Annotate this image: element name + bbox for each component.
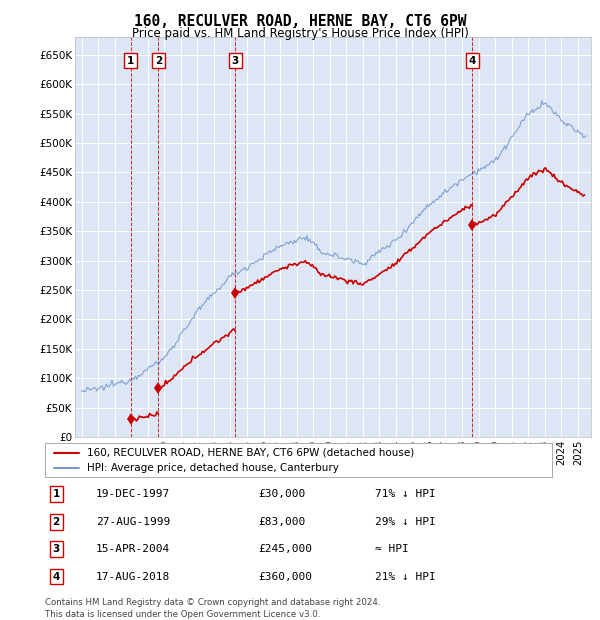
- Text: 71% ↓ HPI: 71% ↓ HPI: [374, 489, 436, 499]
- Text: £360,000: £360,000: [258, 572, 312, 582]
- Text: HPI: Average price, detached house, Canterbury: HPI: Average price, detached house, Cant…: [86, 463, 338, 473]
- Text: £30,000: £30,000: [258, 489, 305, 499]
- Text: 2: 2: [155, 56, 162, 66]
- Text: 160, RECULVER ROAD, HERNE BAY, CT6 6PW: 160, RECULVER ROAD, HERNE BAY, CT6 6PW: [134, 14, 466, 29]
- Text: Price paid vs. HM Land Registry's House Price Index (HPI): Price paid vs. HM Land Registry's House …: [131, 27, 469, 40]
- Text: Contains HM Land Registry data © Crown copyright and database right 2024.
This d: Contains HM Land Registry data © Crown c…: [45, 598, 380, 619]
- Text: 1: 1: [127, 56, 134, 66]
- Text: 4: 4: [469, 56, 476, 66]
- Text: 3: 3: [53, 544, 60, 554]
- Text: 1: 1: [53, 489, 60, 499]
- Text: 160, RECULVER ROAD, HERNE BAY, CT6 6PW (detached house): 160, RECULVER ROAD, HERNE BAY, CT6 6PW (…: [86, 448, 414, 458]
- Text: 29% ↓ HPI: 29% ↓ HPI: [374, 516, 436, 526]
- Text: 21% ↓ HPI: 21% ↓ HPI: [374, 572, 436, 582]
- Text: 17-AUG-2018: 17-AUG-2018: [96, 572, 170, 582]
- Text: 15-APR-2004: 15-APR-2004: [96, 544, 170, 554]
- Text: £245,000: £245,000: [258, 544, 312, 554]
- Text: ≈ HPI: ≈ HPI: [374, 544, 409, 554]
- Text: 3: 3: [232, 56, 239, 66]
- Text: 2: 2: [53, 516, 60, 526]
- Text: 19-DEC-1997: 19-DEC-1997: [96, 489, 170, 499]
- Text: 4: 4: [52, 572, 60, 582]
- Text: £83,000: £83,000: [258, 516, 305, 526]
- Text: 27-AUG-1999: 27-AUG-1999: [96, 516, 170, 526]
